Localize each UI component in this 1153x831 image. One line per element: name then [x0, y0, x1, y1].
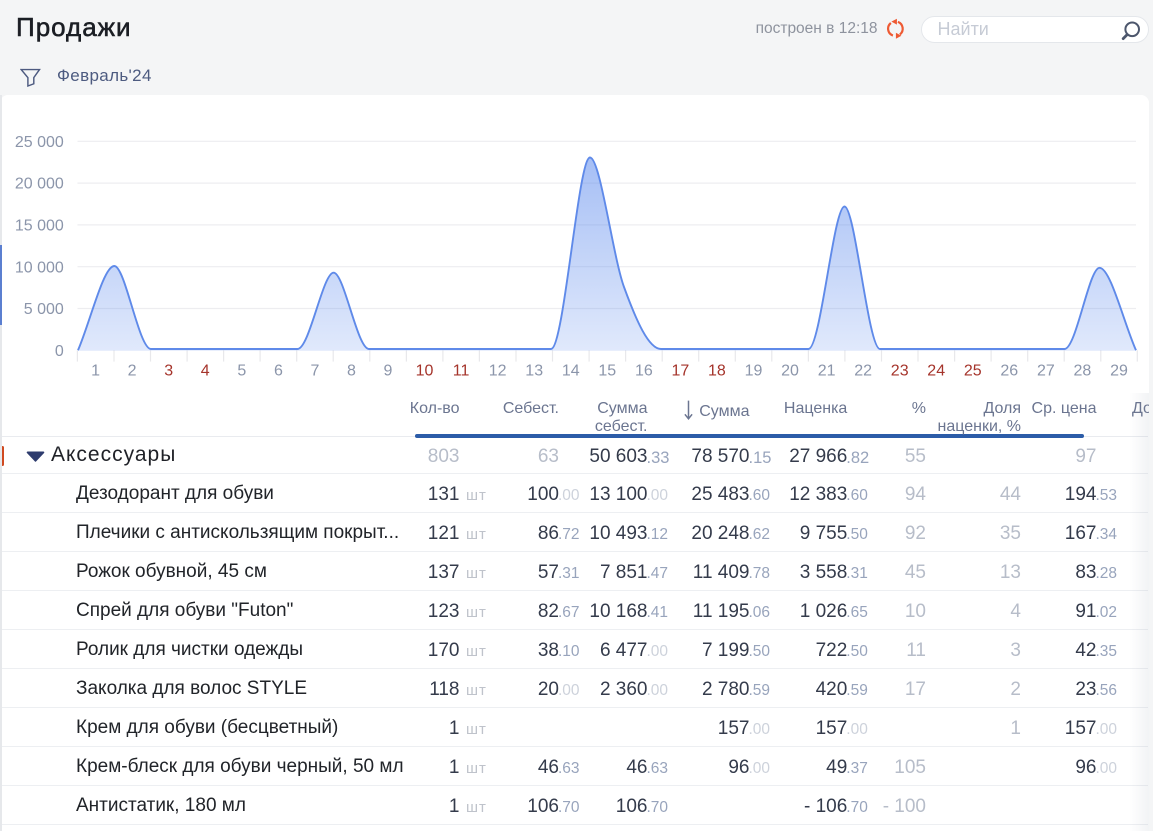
svg-text:6: 6	[274, 362, 283, 379]
svg-text:5 000: 5 000	[24, 301, 64, 318]
svg-text:23: 23	[891, 362, 909, 379]
svg-text:8: 8	[347, 362, 356, 379]
svg-text:18: 18	[708, 362, 726, 379]
svg-text:22: 22	[854, 362, 872, 379]
svg-text:21: 21	[818, 362, 836, 379]
svg-text:15 000: 15 000	[15, 218, 64, 235]
svg-text:28: 28	[1074, 362, 1092, 379]
svg-text:11: 11	[453, 362, 470, 379]
svg-text:10 000: 10 000	[15, 259, 64, 276]
svg-text:4: 4	[201, 362, 210, 379]
svg-text:12: 12	[489, 362, 507, 379]
svg-text:1: 1	[91, 362, 100, 379]
svg-text:2: 2	[128, 362, 137, 379]
svg-text:26: 26	[1000, 362, 1018, 379]
svg-text:27: 27	[1037, 362, 1055, 379]
svg-text:16: 16	[635, 362, 653, 379]
svg-text:25 000: 25 000	[15, 134, 64, 151]
svg-text:13: 13	[525, 362, 543, 379]
svg-text:0: 0	[55, 343, 64, 360]
svg-text:7: 7	[310, 362, 319, 379]
svg-text:24: 24	[927, 362, 945, 379]
svg-text:14: 14	[562, 362, 580, 379]
svg-text:15: 15	[598, 362, 616, 379]
svg-text:10: 10	[416, 362, 434, 379]
svg-text:19: 19	[745, 362, 763, 379]
svg-text:29: 29	[1110, 362, 1128, 379]
svg-text:17: 17	[672, 362, 690, 379]
svg-text:9: 9	[384, 362, 393, 379]
svg-text:20: 20	[781, 362, 799, 379]
svg-text:5: 5	[237, 362, 246, 379]
svg-text:3: 3	[164, 362, 173, 379]
svg-text:25: 25	[964, 362, 982, 379]
svg-text:20 000: 20 000	[15, 176, 64, 193]
